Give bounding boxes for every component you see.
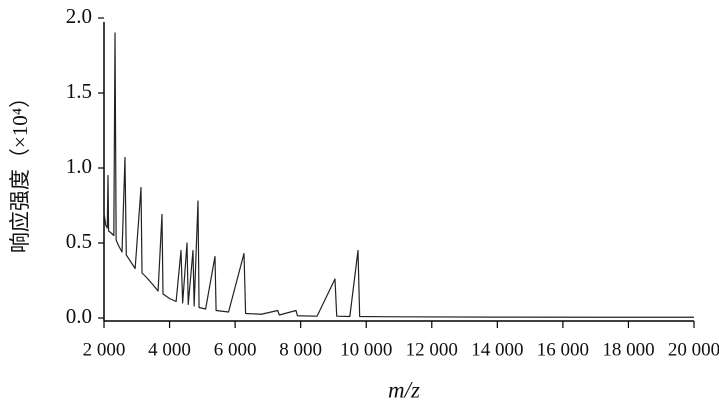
x-tick-label: 8 000: [279, 339, 322, 360]
x-tick-label: 14 000: [471, 339, 523, 360]
spectrum-line: [103, 32, 694, 318]
y-tick-label: 1.0: [66, 154, 92, 178]
x-tick-label: 6 000: [214, 339, 257, 360]
y-tick-label: 1.5: [66, 79, 92, 103]
x-tick-label: 16 000: [537, 339, 589, 360]
x-tick-label: 4 000: [148, 339, 191, 360]
x-tick-label: 2 000: [83, 339, 126, 360]
x-axis-label: m/z: [388, 377, 420, 402]
y-tick-label: 0.5: [66, 229, 92, 253]
x-tick-label: 18 000: [602, 339, 654, 360]
y-tick-label: 0.0: [66, 304, 92, 328]
x-tick-label: 10 000: [340, 339, 392, 360]
y-axis-label: 响应强度（×10⁴）: [8, 87, 32, 253]
x-tick-label: 12 000: [406, 339, 458, 360]
y-tick-label: 2.0: [66, 4, 92, 28]
x-tick-label: 20 000: [668, 339, 719, 360]
